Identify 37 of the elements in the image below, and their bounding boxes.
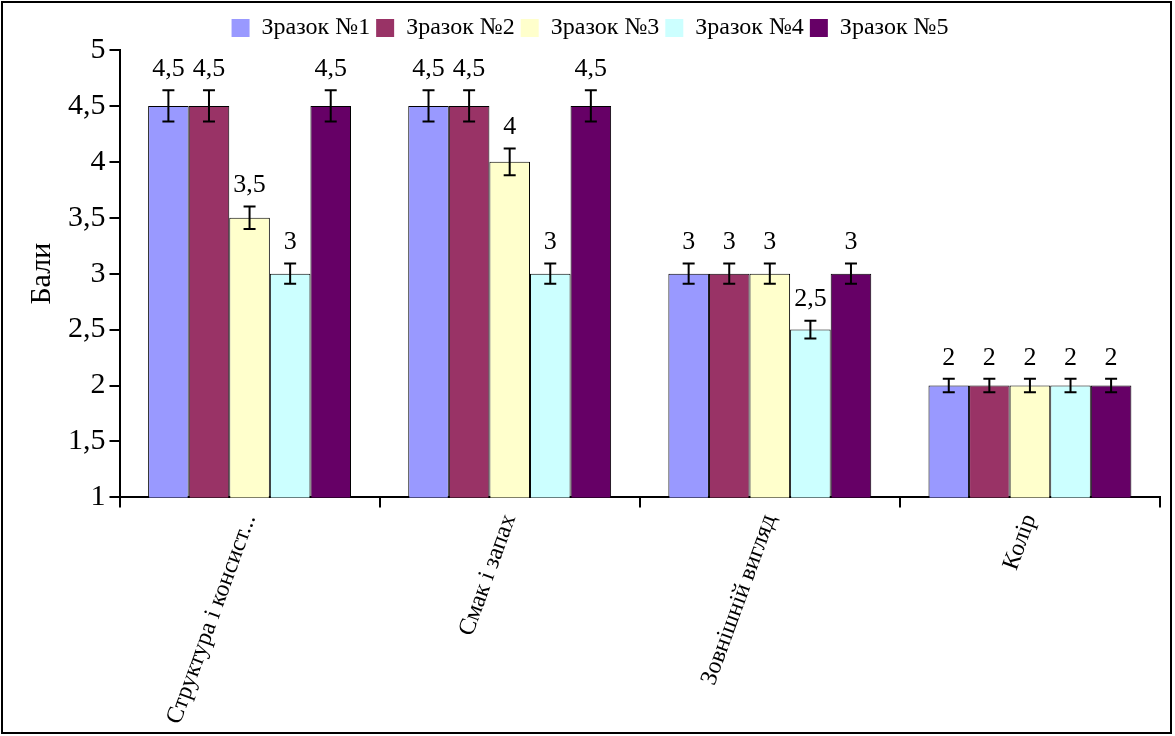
data-label: 3,5 <box>233 169 266 199</box>
data-label: 2 <box>982 341 996 371</box>
y-tick-label: 1,5 <box>68 422 106 456</box>
y-tick-label: 2 <box>90 366 106 400</box>
data-label: 3 <box>763 226 777 256</box>
data-label: 4,5 <box>152 53 185 83</box>
data-label: 2 <box>942 341 956 371</box>
data-label: 2,5 <box>794 283 827 313</box>
y-tick-label: 2,5 <box>68 310 106 344</box>
legend-label: Зразок №5 <box>839 13 949 40</box>
legend-label: Зразок №1 <box>261 13 371 40</box>
data-label: 3 <box>844 226 858 256</box>
y-tick-label: 4,5 <box>68 86 106 120</box>
y-tick-label: 3,5 <box>68 198 106 232</box>
legend-label: Зразок №2 <box>406 13 515 40</box>
data-label: 4,5 <box>452 53 486 83</box>
data-label: 2 <box>1104 341 1118 371</box>
data-label: 4 <box>503 111 517 141</box>
data-label: 3 <box>722 226 736 256</box>
y-axis-title: Бали <box>22 242 56 305</box>
data-label: 2 <box>1064 341 1078 371</box>
data-label: 4,5 <box>192 53 226 83</box>
data-label: 4,5 <box>314 53 347 83</box>
data-label: 3 <box>543 226 557 256</box>
y-tick-label: 4 <box>90 142 106 176</box>
x-tick-label: Колір <box>996 510 1041 573</box>
y-tick-label: 5 <box>90 30 106 64</box>
data-label: 3 <box>682 226 696 256</box>
data-label: 4,5 <box>574 53 608 83</box>
y-tick-label: 1 <box>90 478 106 512</box>
legend-label: Зразок №3 <box>550 13 660 40</box>
data-label: 3 <box>283 226 297 256</box>
data-label: 2 <box>1023 341 1037 371</box>
legend-label: Зразок №4 <box>695 13 804 40</box>
y-tick-label: 3 <box>90 254 106 288</box>
data-label: 4,5 <box>412 53 445 83</box>
x-tick-label: Смак і запах <box>452 510 521 639</box>
